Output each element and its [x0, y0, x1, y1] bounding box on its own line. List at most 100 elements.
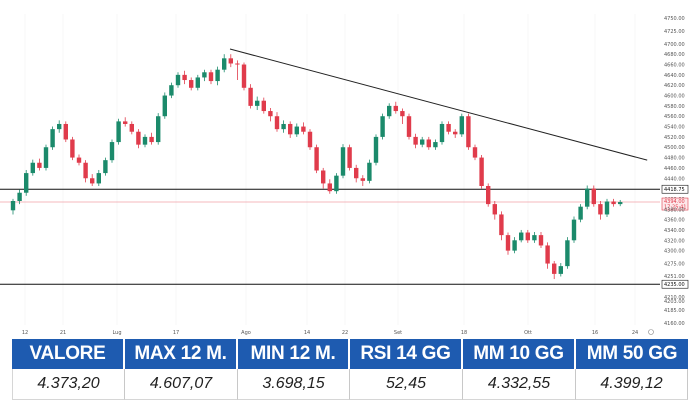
candle [215, 66, 220, 86]
candle-body [505, 235, 511, 251]
candle [426, 136, 431, 150]
candle-body [96, 173, 101, 184]
candle-body [215, 69, 220, 82]
x-tick-label: 12 [22, 330, 28, 336]
candle-body [109, 142, 115, 161]
candle-body [241, 64, 247, 88]
value-mm-50gg: 4.399,12 [576, 369, 688, 400]
candle-body [129, 123, 134, 132]
level-price-label: 4235.00 [664, 282, 685, 288]
candle-body [261, 100, 266, 112]
candle-body [136, 131, 141, 145]
y-tick-label: 4460.00 [664, 166, 685, 172]
candle-body [446, 123, 451, 132]
y-tick-label: 4725.00 [664, 29, 685, 35]
value-rsi-14gg: 52,45 [350, 369, 463, 400]
y-tick-label: 4520.00 [664, 135, 685, 141]
candle-body [162, 95, 167, 117]
candle-body [492, 204, 497, 215]
candle [268, 107, 273, 122]
candle-body [571, 219, 577, 241]
x-tick-label: Lug [112, 330, 121, 336]
y-tick-label: 4160.00 [664, 321, 685, 327]
candle [505, 232, 511, 255]
candle [37, 158, 42, 171]
y-tick-label: 4600.00 [664, 94, 685, 100]
last-price-box [661, 197, 689, 211]
candle [76, 154, 82, 166]
candle-body [420, 139, 425, 145]
x-tick-label: 24 [632, 330, 638, 336]
candle [486, 183, 491, 207]
x-axis: 12 21 Lug 17 Ago 14 22 Set 18 Ott 16 24 [22, 329, 654, 336]
candle [387, 103, 392, 119]
candle-body [63, 123, 68, 140]
candle-body [37, 162, 42, 168]
candle [598, 201, 603, 220]
candle [439, 121, 445, 145]
candle-body [406, 116, 412, 137]
candle [222, 54, 227, 73]
candle [347, 144, 352, 171]
x-tick-label: Ott [524, 330, 532, 336]
candlestick-chart: 4750.00 4725.00 4700.00 4680.00 4660.00 4640.… [0, 14, 689, 336]
candle [288, 121, 293, 138]
candle [512, 237, 517, 254]
candle-body [426, 139, 431, 148]
candle [571, 216, 577, 243]
candle-body [591, 188, 596, 205]
candle [162, 92, 167, 119]
candle [90, 174, 95, 187]
x-tick-label: Set [394, 330, 402, 336]
candle-body [387, 105, 392, 117]
candle-body [314, 147, 319, 171]
candle-body [57, 123, 62, 130]
settings-icon [648, 329, 654, 335]
y-tick-label: 4320.00 [664, 238, 685, 244]
candle [585, 185, 590, 210]
candle [294, 123, 299, 137]
candle-body [307, 131, 313, 148]
candle-body [459, 116, 464, 135]
candle [182, 70, 187, 85]
candle [307, 129, 313, 150]
level-price-label: 4418.75 [664, 187, 685, 193]
y-tick-label: 4700.00 [664, 42, 685, 48]
candle-body [367, 162, 372, 181]
candle [492, 201, 497, 220]
candle-body [10, 201, 16, 211]
last-price-label: 4394.00 [664, 199, 685, 205]
candle [552, 260, 557, 280]
candle-body [182, 74, 187, 81]
grid [24, 14, 636, 325]
candle [519, 229, 524, 243]
candle-body [169, 85, 174, 96]
candle-body [248, 87, 253, 106]
candle-body [545, 245, 550, 264]
x-tick-label: 21 [60, 330, 66, 336]
y-tick-label: 4300.00 [664, 249, 685, 255]
candle [472, 144, 478, 161]
candle-body [393, 105, 398, 112]
candle-body [360, 178, 365, 181]
candle-body [189, 80, 194, 88]
candle-body [479, 157, 484, 187]
candle-body [334, 175, 339, 192]
candle [255, 96, 260, 111]
y-tick-label: 4540.00 [664, 125, 685, 131]
candle-body [288, 123, 293, 135]
candle-body [565, 240, 570, 267]
candle [545, 242, 550, 269]
candle [321, 167, 326, 189]
candle-body [558, 266, 563, 274]
candle [578, 204, 583, 223]
candle [406, 113, 412, 140]
candle-body [103, 160, 108, 174]
candle [354, 164, 359, 183]
candle [380, 113, 385, 140]
header-rsi-14gg: RSI 14 GG [350, 339, 463, 369]
candle-body [618, 202, 623, 205]
candle-body [235, 63, 240, 65]
candle-body [175, 74, 181, 86]
candle [83, 160, 88, 183]
